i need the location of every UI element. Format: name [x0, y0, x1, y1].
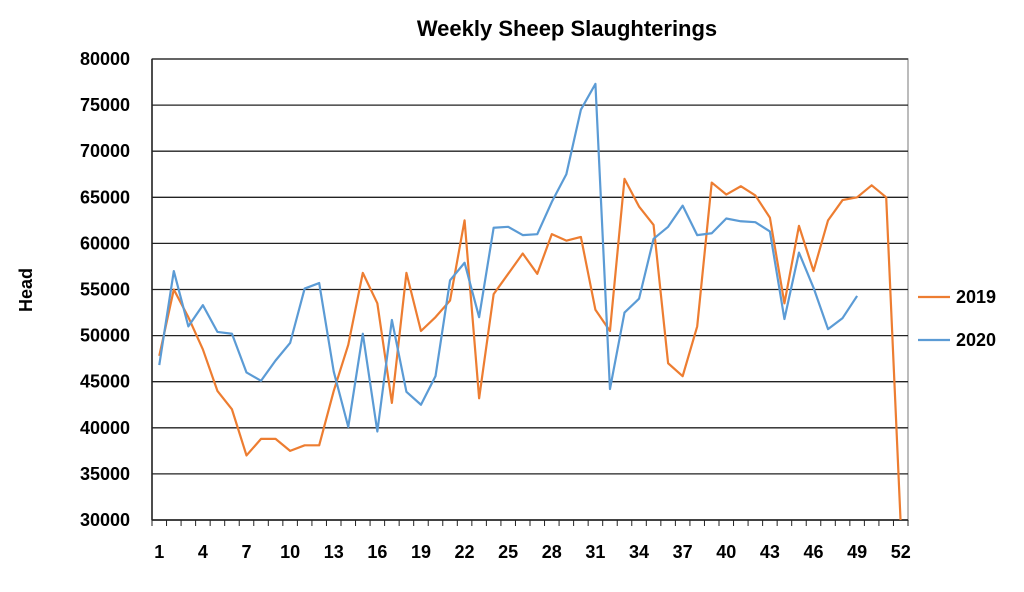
- x-tick-label: 1: [154, 542, 164, 562]
- legend-label-2020: 2020: [956, 330, 996, 350]
- y-tick-label: 40000: [80, 418, 130, 438]
- x-tick-label: 25: [498, 542, 518, 562]
- y-tick-label: 50000: [80, 326, 130, 346]
- x-tick-label: 34: [629, 542, 649, 562]
- x-tick-label: 22: [455, 542, 475, 562]
- legend-label-2019: 2019: [956, 287, 996, 307]
- x-tick-label: 52: [891, 542, 911, 562]
- x-tick-label: 16: [367, 542, 387, 562]
- series-line-2019: [158, 177, 902, 520]
- y-tick-label: 35000: [80, 464, 130, 484]
- y-tick-label: 65000: [80, 187, 130, 207]
- x-tick-label: 43: [760, 542, 780, 562]
- x-tick-label: 10: [280, 542, 300, 562]
- chart-title: Weekly Sheep Slaughterings: [417, 16, 717, 41]
- x-tick-label: 37: [673, 542, 693, 562]
- y-tick-label: 60000: [80, 233, 130, 253]
- y-tick-label: 55000: [80, 280, 130, 300]
- y-tick-label: 70000: [80, 141, 130, 161]
- x-tick-label: 28: [542, 542, 562, 562]
- x-tick-label: 7: [241, 542, 251, 562]
- x-tick-label: 49: [847, 542, 867, 562]
- x-tick-label: 13: [324, 542, 344, 562]
- y-tick-label: 30000: [80, 510, 130, 530]
- y-tick-label: 75000: [80, 95, 130, 115]
- y-tick-label: 45000: [80, 372, 130, 392]
- x-tick-label: 4: [198, 542, 208, 562]
- y-axis-label: Head: [16, 268, 36, 312]
- y-tick-label: 80000: [80, 49, 130, 69]
- x-tick-label: 19: [411, 542, 431, 562]
- x-tick-label: 40: [716, 542, 736, 562]
- x-tick-label: 31: [585, 542, 605, 562]
- series-line-2020: [158, 82, 859, 433]
- x-tick-label: 46: [803, 542, 823, 562]
